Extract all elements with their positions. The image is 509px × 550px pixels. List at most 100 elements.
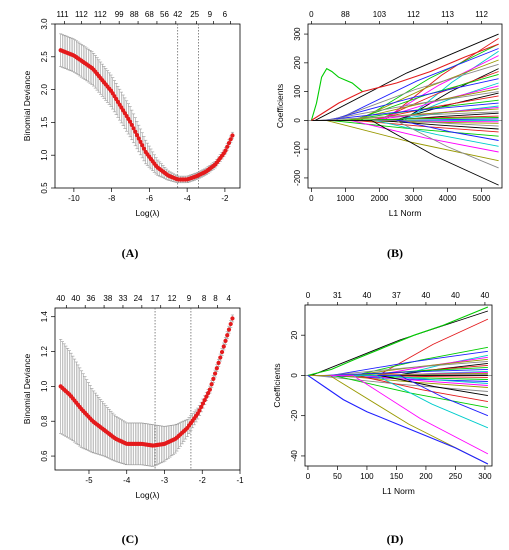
x-tick-label: 4000: [439, 194, 457, 203]
cv-point: [129, 122, 134, 128]
top-axis-label: 33: [119, 294, 128, 303]
x-tick-label: 50: [333, 472, 342, 481]
top-axis-label: 112: [75, 10, 88, 19]
cv-point: [204, 394, 209, 399]
y-tick-label: 1.0: [40, 149, 49, 161]
coef-path: [307, 374, 489, 455]
coef-path-highlight: [311, 43, 499, 121]
y-tick-label: 1.0: [40, 380, 49, 392]
x-tick-label: 200: [419, 472, 433, 481]
x-tick-label: -10: [68, 194, 80, 203]
top-axis-label: 31: [333, 291, 342, 300]
top-axis-label: 9: [208, 10, 213, 19]
panel-label-b: (B): [387, 246, 403, 260]
x-tick-label: 250: [449, 472, 463, 481]
y-tick-label: 300: [293, 27, 302, 41]
cv-point: [200, 401, 206, 406]
coef-path: [307, 374, 489, 465]
panel-label-d: (D): [387, 532, 404, 546]
x-axis-title: L1 Norm: [389, 208, 422, 218]
y-tick-label: 1.4: [40, 311, 49, 323]
top-axis-label: 4: [226, 294, 231, 303]
top-axis-label: 42: [173, 10, 182, 19]
coef-path-highlight: [307, 306, 489, 376]
y-tick-label: 20: [290, 330, 299, 339]
cv-point: [219, 349, 225, 355]
x-tick-label: 1000: [337, 194, 355, 203]
y-tick-label: 1.5: [40, 116, 49, 128]
y-tick-label: 0: [293, 118, 302, 123]
y-tick-label: 200: [293, 56, 302, 70]
cv-point: [211, 376, 216, 382]
top-axis-label: 8: [213, 294, 218, 303]
cv-point: [202, 397, 207, 403]
top-axis-label: 36: [86, 294, 95, 303]
y-tick-label: 1.2: [40, 345, 49, 357]
top-axis-label: 40: [421, 291, 430, 300]
plot-frame: [307, 23, 503, 189]
plot-area: [58, 308, 235, 470]
plot-frame: [54, 23, 241, 189]
x-tick-label: 0: [309, 194, 314, 203]
cv-point: [216, 360, 221, 365]
cv-point: [136, 136, 141, 141]
panel-label-a: (A): [122, 246, 139, 260]
y-axis-title: Coefficients: [272, 363, 282, 407]
cv-point: [199, 404, 204, 410]
coef-path-highlight: [307, 374, 489, 465]
x-tick-label: -2: [199, 476, 207, 485]
top-axis-label: 12: [168, 294, 177, 303]
x-tick-label: 150: [390, 472, 404, 481]
x-tick-label: -3: [161, 476, 169, 485]
x-tick-label: -1: [236, 476, 244, 485]
x-tick-label: -4: [123, 476, 131, 485]
top-axis-label: 24: [134, 294, 143, 303]
cv-point: [223, 338, 228, 343]
y-tick-label: 0.6: [40, 450, 49, 462]
cv-point: [230, 133, 235, 138]
y-tick-label: 2.5: [40, 51, 49, 63]
x-axis-title: L1 Norm: [382, 486, 415, 496]
x-tick-label: -6: [146, 194, 154, 203]
y-tick-label: 0.8: [40, 415, 49, 427]
x-tick-label: -8: [108, 194, 116, 203]
plot-area: [305, 306, 492, 465]
top-axis-label: 25: [190, 10, 199, 19]
y-axis-title: Binomial Deviance: [22, 354, 32, 425]
y-tick-label: -20: [290, 409, 299, 421]
cv-point: [141, 146, 147, 151]
cv-point: [226, 140, 232, 146]
cv-point: [212, 371, 218, 376]
y-tick-label: -200: [293, 169, 302, 186]
cv-point: [223, 148, 228, 153]
top-axis-label: 40: [480, 291, 489, 300]
coef-path: [311, 119, 499, 186]
x-axis-title: Log(λ): [135, 208, 159, 218]
cv-point: [133, 129, 138, 134]
cv-point: [197, 408, 202, 413]
top-axis-label: 40: [451, 291, 460, 300]
panel-label-c: (C): [122, 532, 139, 546]
top-axis-label: 111: [56, 10, 69, 19]
plot-area: [58, 24, 235, 188]
y-tick-label: -40: [290, 450, 299, 462]
chart-c: -5 -4 -3 -2 -1 0.6 0.8 1.0 1.2 1.4 40 40 36 38 33 24 17 1…: [22, 294, 244, 500]
top-axis-label: 9: [187, 294, 192, 303]
top-axis-label: 17: [151, 294, 160, 303]
x-tick-label: -5: [85, 476, 93, 485]
cv-point: [225, 333, 230, 338]
plot-frame: [304, 304, 493, 467]
top-axis-label: 88: [341, 10, 350, 19]
top-axis-label: 40: [56, 294, 65, 303]
top-axis-label: 99: [115, 10, 124, 19]
cv-point: [230, 316, 235, 321]
top-axis-label: 6: [223, 10, 228, 19]
top-axis-label: 112: [407, 10, 420, 19]
top-axis-label: 38: [103, 294, 112, 303]
top-axis-label: 0: [306, 291, 311, 300]
top-axis-label: 112: [94, 10, 107, 19]
cv-point: [226, 327, 232, 332]
